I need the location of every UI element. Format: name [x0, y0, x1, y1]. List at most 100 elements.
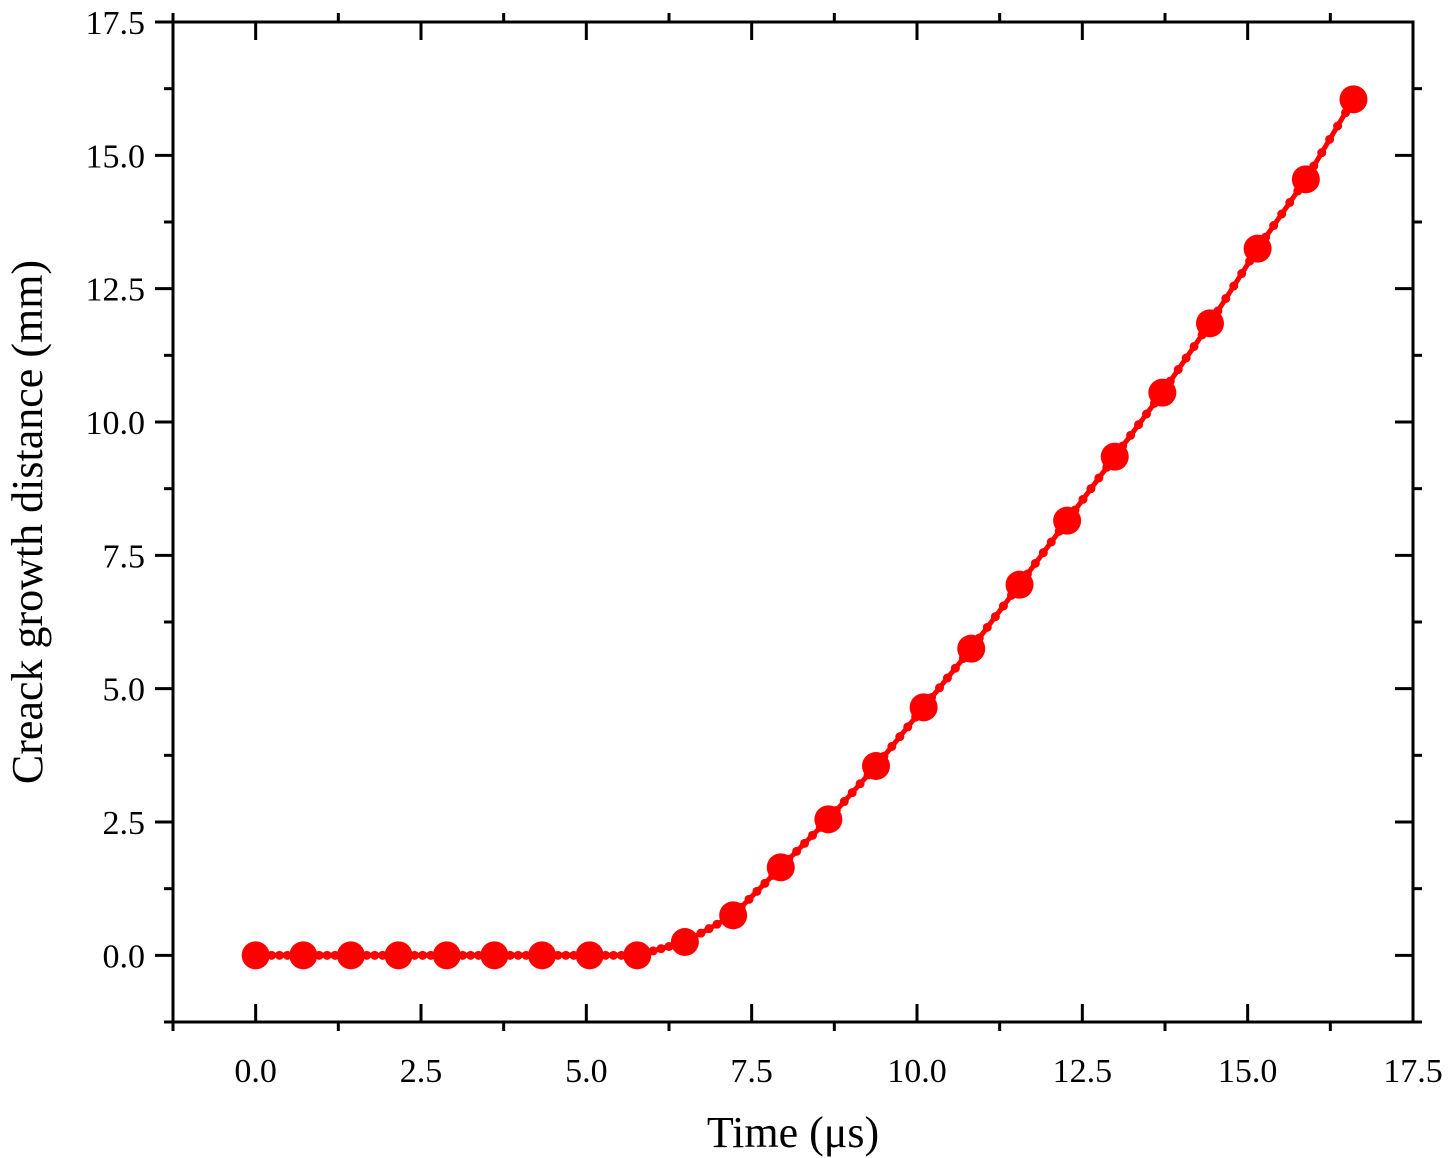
line-sample-dot [1317, 148, 1327, 158]
line-sample-dot [1078, 494, 1088, 504]
data-point [814, 805, 843, 834]
line-sample-dot [696, 928, 706, 938]
data-point [1148, 378, 1177, 407]
x-tick-label: 17.5 [1383, 1053, 1443, 1090]
data-point [861, 752, 890, 780]
data-point [480, 941, 509, 970]
y-tick-label: 5.0 [103, 672, 146, 709]
data-point [575, 941, 604, 970]
line-sample-dot [887, 741, 897, 751]
line-sample-dot [608, 950, 618, 960]
y-tick-label: 7.5 [103, 538, 146, 575]
line-sample-dot [418, 950, 428, 960]
line-sample-dot [426, 950, 436, 960]
data-markers [241, 85, 1368, 970]
line-sample-dot [704, 924, 714, 934]
y-tick-label: 0.0 [103, 938, 146, 975]
series-line [255, 98, 1356, 958]
line-sample-dot [1237, 269, 1247, 279]
data-point [1005, 570, 1034, 599]
x-tick-labels: 0.0 2.5 5.0 7.5 10.0 12.5 15.0 17.5 [234, 1053, 1442, 1090]
line-sample-dot [839, 797, 849, 807]
data-point [1243, 234, 1272, 263]
line-sample-dot [1173, 365, 1183, 375]
y-tick-label: 10.0 [86, 405, 146, 442]
x-axis-title: Time (μs) [707, 1108, 879, 1157]
line-sample-dot [990, 612, 1000, 622]
line-sample-dot [410, 950, 420, 960]
line-sample-dot [561, 950, 571, 960]
y-tick-label: 15.0 [86, 138, 146, 175]
line-sample-dot [1269, 221, 1279, 231]
data-point [1339, 85, 1368, 114]
x-tick-label: 5.0 [565, 1053, 608, 1090]
data-point [1291, 165, 1320, 194]
line-sample-dot [934, 683, 944, 693]
y-tick-label: 12.5 [86, 272, 146, 309]
line-sample-dot [950, 663, 960, 673]
data-point [336, 941, 365, 970]
line-sample-dot [370, 950, 380, 960]
line-sample-dot [656, 944, 666, 954]
line-sample-dot [792, 846, 802, 856]
line-sample-dot [1229, 281, 1239, 291]
data-point [384, 941, 413, 970]
x-tick-label: 12.5 [1053, 1053, 1113, 1090]
line-sample-dot [1221, 293, 1231, 303]
data-point [528, 941, 557, 970]
line-sample-dot [513, 950, 523, 960]
line-sample-dot [808, 830, 818, 840]
data-point [1100, 442, 1129, 471]
data-point [670, 928, 699, 956]
line-sample-dot [903, 722, 913, 732]
line-sample-dot [855, 779, 865, 789]
line-sample-dot [1277, 209, 1287, 219]
line-sample-dot [982, 622, 992, 632]
line-sample-dot [1325, 134, 1335, 144]
data-point [719, 901, 748, 930]
data-point [766, 853, 795, 882]
line-sample-dot [1094, 473, 1104, 483]
data-point [1053, 506, 1082, 535]
line-sample-dot [466, 950, 476, 960]
y-tick-label: 2.5 [103, 805, 146, 842]
y-axis-title: Creack growth distance (mm) [3, 260, 52, 784]
line-sample-dot [1181, 353, 1191, 363]
line-sample-dot [1285, 197, 1295, 207]
plot-frame [171, 20, 1415, 1024]
line-sample-dot [998, 601, 1008, 611]
line-sample-dot [1086, 484, 1096, 494]
line-sample-dot [752, 886, 762, 896]
data-point [432, 941, 461, 970]
line-sample-dot [712, 919, 722, 929]
minor-ticks [164, 13, 1422, 1031]
y-tick-label: 17.5 [86, 5, 146, 42]
line-sample-dot [942, 673, 952, 683]
line-sample-dot [1189, 341, 1199, 351]
x-tick-label: 7.5 [730, 1053, 773, 1090]
data-point [1195, 309, 1224, 338]
line-sample-dot [1038, 548, 1048, 558]
x-tick-label: 2.5 [400, 1053, 443, 1090]
y-tick-labels: 0.0 2.5 5.0 7.5 10.0 12.5 15.0 17.5 [86, 5, 146, 975]
line-sample-dot [1030, 558, 1040, 568]
data-point [957, 634, 986, 663]
line-sample-dot [274, 950, 284, 960]
line-sample-dot [744, 894, 754, 904]
line-sample-dot [322, 950, 332, 960]
line-sample-dot [1046, 537, 1056, 547]
data-point [289, 941, 318, 970]
line-sample-dot [1333, 121, 1343, 131]
line-sample-dot [895, 732, 905, 742]
line-sample-dot [760, 878, 770, 888]
line-sample-dot [847, 788, 857, 798]
line-sample-dot [1134, 420, 1144, 430]
x-tick-label: 10.0 [887, 1053, 947, 1090]
line-dots [259, 108, 1351, 960]
data-point [241, 941, 270, 970]
data-point [623, 941, 652, 970]
line-sample-dot [800, 838, 810, 848]
line-sample-dot [1141, 409, 1151, 419]
data-point [909, 693, 938, 722]
